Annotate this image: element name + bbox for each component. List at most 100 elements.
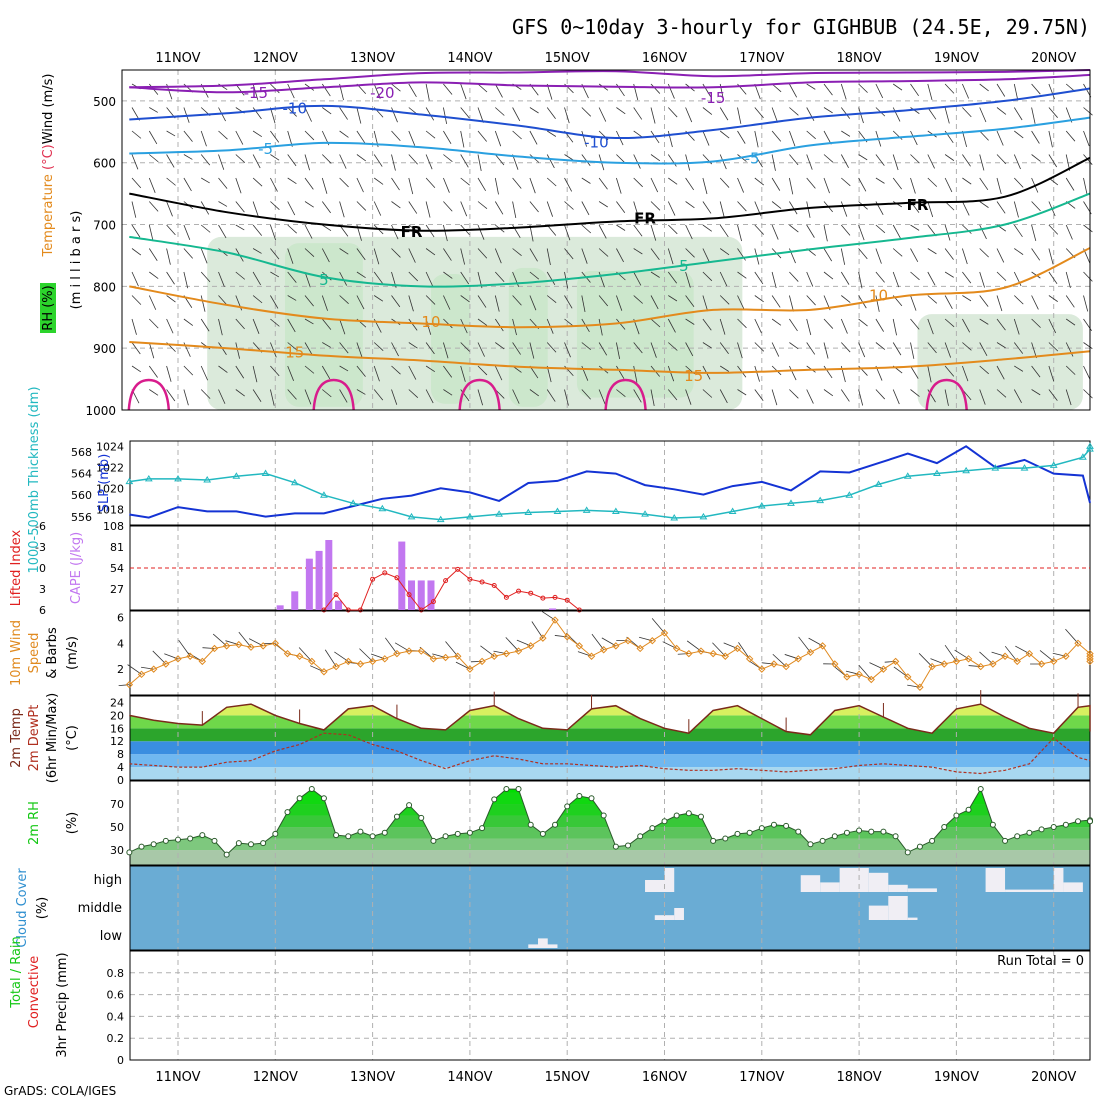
- upper-wind-barb: [702, 224, 712, 232]
- wind-speed-marker: [636, 644, 644, 653]
- upper-wind-barb: [650, 248, 660, 260]
- thickness-marker: [611, 507, 620, 514]
- rh-marker: [953, 812, 960, 819]
- upper-wind-barb: [1014, 365, 1024, 372]
- upper-wind-barb: [391, 295, 401, 308]
- upper-wind-barb: [979, 365, 989, 375]
- upper-wind-barb: [287, 389, 297, 400]
- upper-wind-barb: [633, 130, 643, 138]
- wind-speed-marker: [405, 647, 413, 655]
- upper-wind-barb: [633, 248, 643, 255]
- wind-speed-marker: [1001, 652, 1009, 660]
- rh-marker: [941, 824, 948, 831]
- upper-wind-barb: [148, 177, 156, 193]
- upper-wind-barb: [737, 177, 745, 193]
- wind-tick-label: 6: [117, 611, 124, 624]
- upper-wind-barb: [408, 248, 416, 263]
- upper-wind-barb: [373, 365, 380, 382]
- upper-wind-barb: [892, 83, 903, 91]
- precip-axis-label-2: Convective: [27, 956, 42, 1029]
- upper-wind-barb: [616, 107, 626, 115]
- wind-speed-marker: [149, 665, 158, 673]
- upper-wind-barb: [685, 318, 695, 325]
- upper-wind-barb: [1013, 83, 1019, 101]
- upper-wind-barb: [166, 177, 176, 186]
- rh-marker: [247, 841, 254, 848]
- temp-band: [130, 767, 1090, 780]
- upper-wind-barb: [287, 318, 296, 333]
- upper-wind-barb: [1014, 295, 1024, 305]
- upper-wind-barb: [823, 342, 829, 359]
- wind-barb: [384, 637, 398, 654]
- upper-wind-barb: [719, 248, 730, 256]
- upper-wind-barb: [616, 177, 622, 194]
- temp-band: [130, 741, 1090, 755]
- cape-bar: [398, 541, 406, 610]
- rh-tick-label: 30: [110, 844, 124, 857]
- panels-group: 11NOV 12NOV 13NOV 14NOV 15NOV 16NOV 17NOV 18NOV…: [9, 51, 1094, 1085]
- upper-wind-barb: [581, 342, 592, 351]
- upper-wind-barb: [149, 107, 158, 113]
- upper-wind-barb: [650, 295, 659, 310]
- upper-wind-barb: [149, 389, 159, 396]
- upper-wind-barb: [373, 295, 384, 302]
- contour-label: -20: [370, 84, 395, 102]
- wind-speed-marker: [770, 660, 778, 668]
- wind-speed-marker: [1025, 649, 1034, 658]
- upper-wind-barb: [771, 224, 779, 240]
- cloud-axis-label: Cloud Cover: [15, 868, 30, 948]
- thickness-axis-label-part: 1000-500mb Thickness (dm): [27, 386, 42, 573]
- rh-marker: [856, 827, 863, 834]
- upper-wind-barb: [339, 107, 348, 120]
- li-tick-label: -3: [35, 541, 46, 554]
- rh-axis-label-part: RH (%): [41, 285, 56, 330]
- upper-wind-barb: [702, 201, 712, 214]
- upper-wind-barb: [737, 271, 747, 279]
- wind-speed-marker: [527, 642, 535, 650]
- contour-label: FR: [401, 223, 423, 241]
- upper-wind-barb: [166, 318, 174, 334]
- wind-speed-marker: [308, 657, 316, 666]
- upper-wind-barb: [771, 154, 776, 171]
- upper-wind-barb: [771, 177, 781, 191]
- upper-wind-barb: [425, 107, 435, 121]
- upper-wind-barb: [616, 295, 623, 311]
- upper-wind-barb: [737, 107, 742, 124]
- upper-wind-barb: [962, 365, 969, 382]
- slp-axis-label-part: SLP (mb): [97, 454, 112, 513]
- rh-marker: [333, 832, 340, 839]
- temp-wind-axis-label: Temperature (°C)Wind (m/s): [41, 74, 56, 258]
- upper-wind-barb: [616, 201, 626, 213]
- upper-wind-barb: [287, 177, 297, 185]
- temp-band: [130, 754, 1090, 768]
- thickness-marker: [670, 513, 679, 521]
- upper-wind-barb: [460, 365, 466, 382]
- rh-marker: [162, 837, 169, 844]
- upper-wind-barb: [858, 271, 863, 289]
- upper-wind-barb: [1048, 83, 1055, 100]
- rh-marker: [479, 825, 486, 832]
- rh-marker: [345, 833, 352, 840]
- upper-wind-barb: [564, 154, 574, 161]
- upper-wind-barb: [477, 107, 484, 123]
- rh-marker: [369, 833, 376, 840]
- upper-wind-barb: [858, 318, 868, 327]
- upper-wind-barb: [512, 201, 517, 218]
- wind-barb: [324, 649, 337, 667]
- temp-line: [129, 703, 1091, 736]
- wind-speed-marker: [575, 642, 584, 650]
- isotherm-20-loop: [925, 378, 968, 411]
- upper-wind-barb: [494, 83, 503, 98]
- temp-tick-label: 8: [117, 748, 124, 761]
- wind-axis-label-1-part: 10m Wind: [9, 620, 24, 686]
- upper-wind-barb: [806, 107, 815, 121]
- isotherm-line-m5: [129, 116, 1091, 165]
- upper-wind-barb: [598, 318, 603, 336]
- wind-speed-marker: [928, 662, 936, 671]
- upper-wind-barb: [667, 271, 678, 284]
- upper-wind-barb: [840, 83, 847, 100]
- wind-speed-marker: [514, 647, 523, 655]
- wind-speed-marker: [806, 648, 815, 657]
- isotherm-line-FR: [129, 156, 1091, 232]
- pressure-tick-label: 600: [93, 157, 116, 171]
